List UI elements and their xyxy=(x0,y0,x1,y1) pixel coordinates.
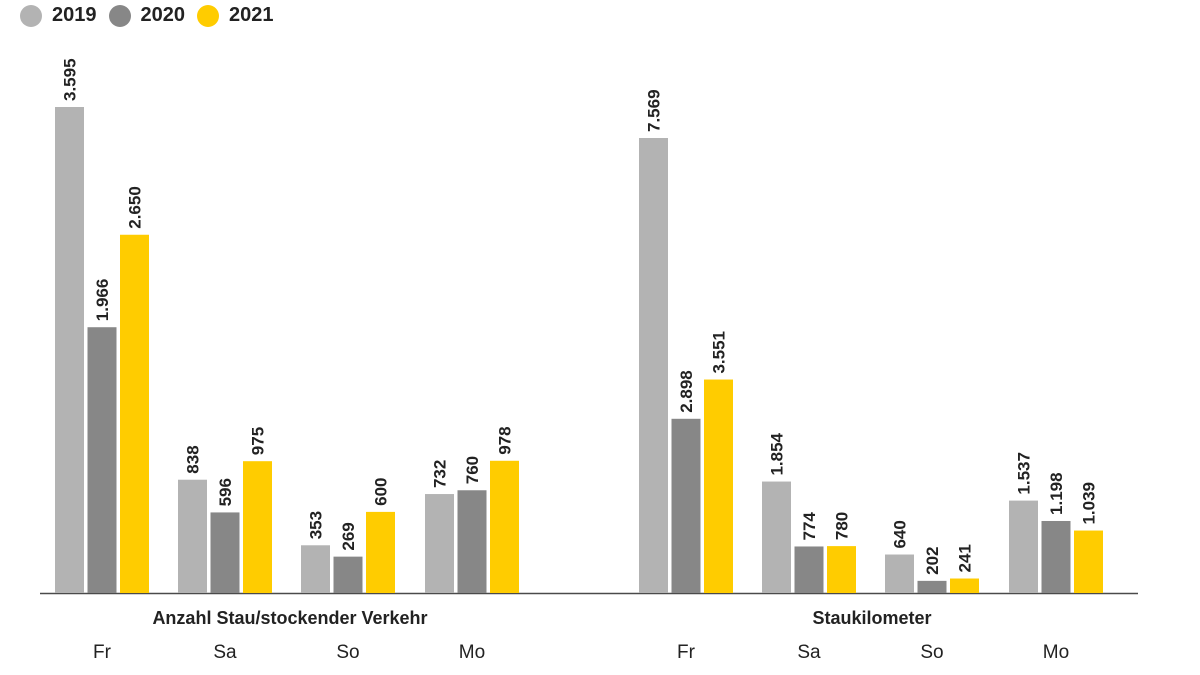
bar-anzahl-mo-2019 xyxy=(425,494,454,593)
legend-item-2020: 2020 xyxy=(108,4,186,27)
data-label: 1.854 xyxy=(768,432,787,475)
bar-staukm-so-2019 xyxy=(885,554,914,593)
data-label: 1.039 xyxy=(1080,482,1099,525)
bar-anzahl-sa-2019 xyxy=(178,479,207,593)
bar-staukm-sa-2021 xyxy=(827,546,856,593)
bar-staukm-fr-2019 xyxy=(639,138,668,593)
bar-anzahl-fr-2019 xyxy=(55,107,84,593)
data-label: 1.966 xyxy=(93,279,112,322)
data-label: 241 xyxy=(956,544,975,572)
legend-swatch-2020 xyxy=(108,4,131,27)
data-label: 640 xyxy=(891,520,910,548)
bar-staukm-so-2021 xyxy=(950,578,979,593)
legend-item-2019: 2019 xyxy=(20,4,97,27)
bar-staukm-fr-2020 xyxy=(671,418,701,593)
data-label: 838 xyxy=(184,445,203,473)
category-label: So xyxy=(336,642,359,663)
data-label: 780 xyxy=(833,512,852,540)
data-label: 732 xyxy=(431,460,450,488)
category-label: Sa xyxy=(213,642,237,663)
legend-swatch-2019 xyxy=(20,4,42,27)
data-label: 975 xyxy=(249,427,268,455)
bar-staukm-so-2020 xyxy=(917,580,947,593)
legend-label-2021: 2021 xyxy=(229,4,274,26)
legend-label-2019: 2019 xyxy=(52,4,97,26)
bar-staukm-sa-2020 xyxy=(794,546,824,593)
data-label: 269 xyxy=(339,522,358,550)
category-label: So xyxy=(920,642,943,663)
bar-anzahl-so-2021 xyxy=(366,511,395,593)
data-label: 596 xyxy=(216,478,235,506)
bar-anzahl-so-2020 xyxy=(333,556,363,593)
data-label: 760 xyxy=(463,456,482,484)
bar-anzahl-mo-2021 xyxy=(490,460,519,593)
legend-swatch-2021 xyxy=(197,4,219,27)
data-label: 202 xyxy=(923,546,942,574)
data-label: 3.551 xyxy=(710,331,729,374)
category-label: Fr xyxy=(677,642,696,663)
bar-anzahl-fr-2020 xyxy=(87,327,117,593)
bar-staukm-sa-2019 xyxy=(762,481,791,593)
data-label: 1.537 xyxy=(1015,452,1034,495)
data-label: 774 xyxy=(800,512,819,541)
data-label: 3.595 xyxy=(61,58,80,101)
legend: 2019 2020 2021 xyxy=(20,4,274,27)
bar-staukm-fr-2021 xyxy=(704,379,733,593)
bar-anzahl-fr-2021 xyxy=(120,234,149,593)
data-label: 2.650 xyxy=(126,186,145,229)
category-label: Mo xyxy=(1043,642,1069,663)
legend-item-2021: 2021 xyxy=(197,4,274,27)
data-label: 353 xyxy=(307,511,326,539)
data-label: 1.198 xyxy=(1047,472,1066,515)
bar-anzahl-so-2019 xyxy=(301,545,330,593)
panel-title: Anzahl Stau/stockender Verkehr xyxy=(152,608,427,628)
bar-staukm-mo-2019 xyxy=(1009,500,1038,593)
bar-staukm-mo-2020 xyxy=(1041,520,1071,593)
category-label: Fr xyxy=(93,642,112,663)
panel-title: Staukilometer xyxy=(812,608,931,628)
data-label: 2.898 xyxy=(677,370,696,413)
category-label: Mo xyxy=(459,642,485,663)
bar-anzahl-mo-2020 xyxy=(457,490,487,593)
bar-anzahl-sa-2020 xyxy=(210,512,240,593)
data-label: 978 xyxy=(496,426,515,454)
data-label: 7.569 xyxy=(645,89,664,132)
data-label: 600 xyxy=(372,478,391,506)
bar-anzahl-sa-2021 xyxy=(243,461,272,593)
category-label: Sa xyxy=(797,642,821,663)
bar-staukm-mo-2021 xyxy=(1074,530,1103,593)
legend-label-2020: 2020 xyxy=(140,4,186,26)
